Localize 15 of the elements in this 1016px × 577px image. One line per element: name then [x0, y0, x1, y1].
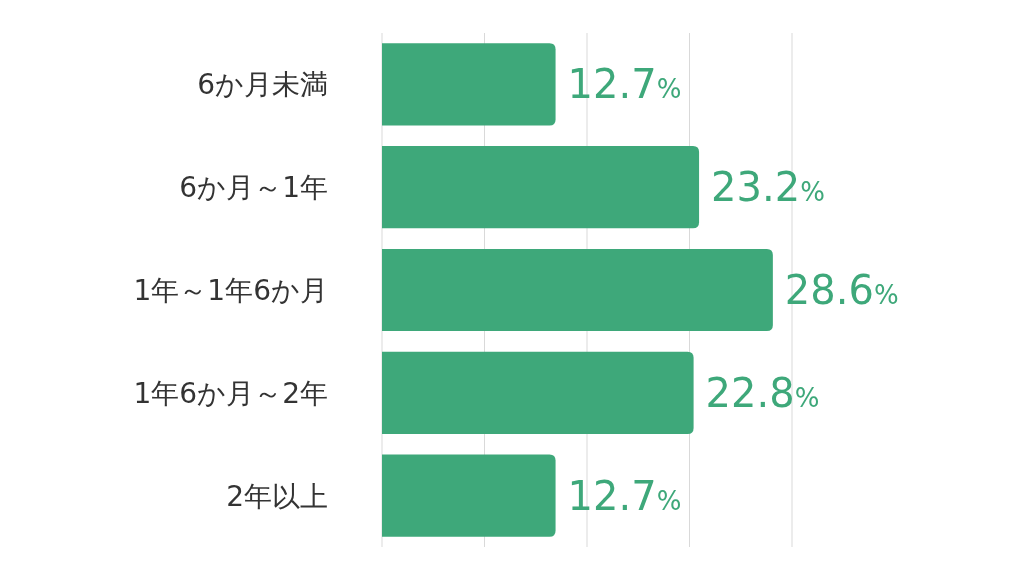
bar	[382, 43, 556, 126]
y-tick-label: 2年以上	[226, 479, 328, 513]
bar	[382, 351, 694, 434]
data-label: 22.8%	[705, 369, 820, 416]
bar	[382, 146, 700, 229]
y-tick-label: 6か月未満	[197, 68, 328, 102]
y-tick-label: 1年～1年6か月	[133, 274, 328, 307]
data-label: 12.7%	[567, 472, 682, 519]
bar	[382, 454, 556, 537]
y-tick-label: 1年6か月～2年	[133, 376, 328, 410]
y-tick-label: 6か月～1年	[179, 171, 328, 205]
data-label: 12.7%	[567, 61, 682, 108]
data-label: 23.2%	[711, 164, 825, 211]
bar	[382, 248, 773, 332]
data-label: 28.6%	[784, 267, 899, 313]
